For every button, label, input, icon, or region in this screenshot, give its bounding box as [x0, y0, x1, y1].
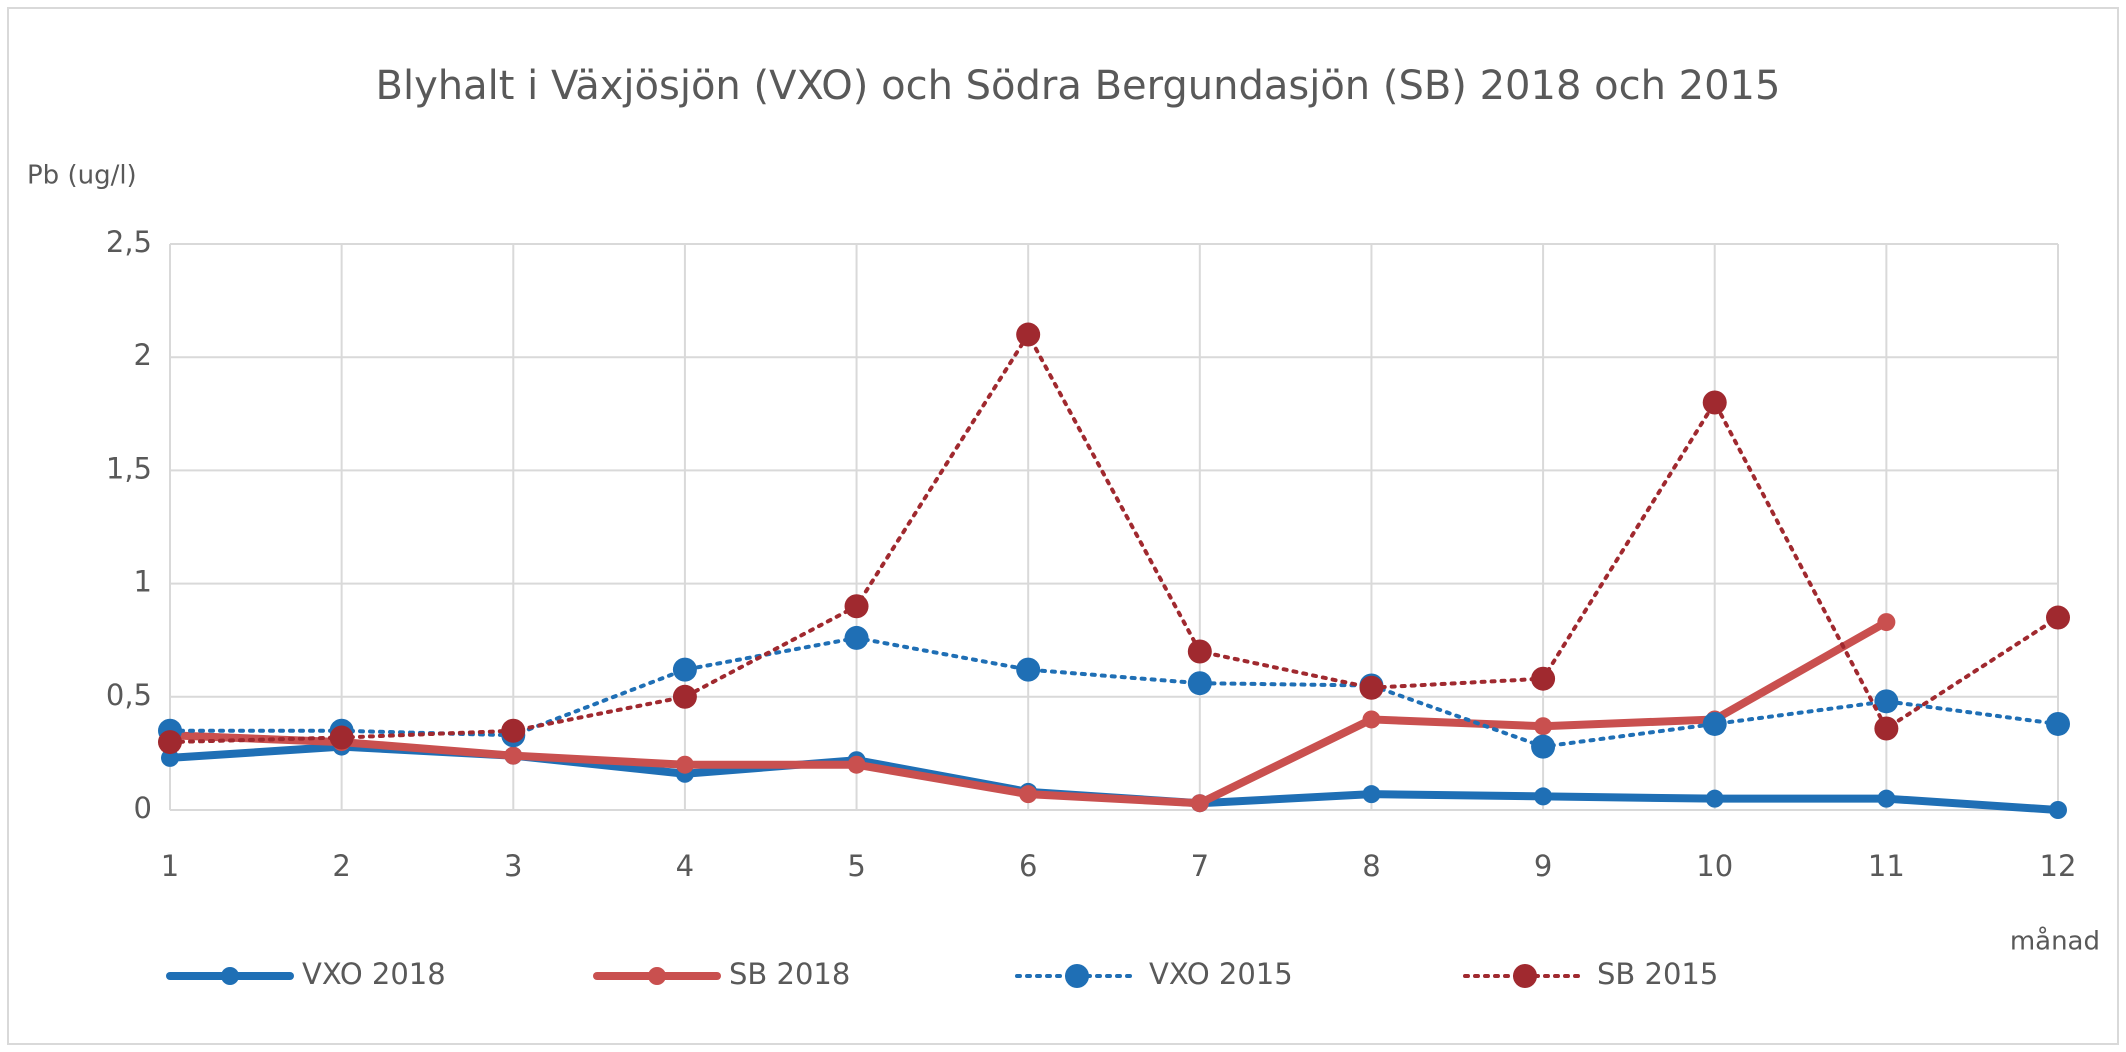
y-tick-label: 2 — [134, 338, 152, 372]
data-point — [1016, 657, 1041, 682]
y-tick-label: 2,5 — [106, 225, 152, 259]
x-tick-label: 3 — [504, 849, 522, 883]
x-tick-label: 10 — [1696, 849, 1733, 883]
chart-title: Blyhalt i Växjösjön (VXO) och Södra Berg… — [376, 63, 1781, 109]
data-point — [1534, 787, 1553, 806]
x-tick-label: 4 — [676, 849, 694, 883]
data-point — [1877, 789, 1896, 808]
x-tick-label: 8 — [1362, 849, 1380, 883]
data-point — [1019, 785, 1038, 804]
series-line — [168, 332, 2060, 745]
chart-border — [7, 7, 2119, 1045]
y-tick-label: 1 — [134, 565, 152, 599]
legend-label: SB 2015 — [1597, 957, 1718, 991]
data-point — [501, 718, 526, 743]
legend-label: VXO 2018 — [302, 957, 446, 991]
y-tick-label: 1,5 — [106, 451, 152, 485]
data-point — [672, 684, 697, 709]
data-point — [2049, 801, 2067, 819]
x-tick-label: 7 — [1191, 849, 1209, 883]
data-point — [1702, 711, 1727, 736]
data-point — [847, 755, 866, 774]
data-point — [672, 657, 697, 682]
legend-label: SB 2018 — [729, 957, 850, 991]
x-tick-label: 6 — [1019, 849, 1037, 883]
data-point — [1187, 671, 1212, 696]
y-axis-label: Pb (ug/l) — [27, 161, 137, 191]
data-point — [2046, 711, 2070, 736]
data-point — [1190, 794, 1209, 813]
x-tick-label: 12 — [2040, 849, 2077, 883]
data-point — [1531, 666, 1556, 691]
legend-marker — [221, 967, 239, 985]
data-point — [1874, 716, 1899, 741]
x-tick-label: 1 — [161, 849, 179, 883]
data-point — [2046, 605, 2070, 630]
legend-marker — [648, 967, 666, 985]
x-tick-label: 9 — [1534, 849, 1552, 883]
y-tick-label: 0 — [134, 791, 152, 825]
data-point — [844, 625, 869, 650]
data-point — [844, 594, 869, 619]
data-point — [1362, 785, 1381, 804]
data-point — [1531, 734, 1556, 759]
data-point — [1016, 322, 1041, 347]
x-axis-label: månad — [2010, 926, 2100, 957]
data-point — [675, 755, 694, 774]
x-tick-label: 11 — [1868, 849, 1905, 883]
y-tick-label: 0,5 — [106, 678, 152, 712]
data-point — [161, 748, 179, 767]
data-point — [1187, 639, 1212, 664]
data-point — [1362, 710, 1381, 729]
x-tick-label: 5 — [847, 849, 865, 883]
data-point — [1359, 675, 1384, 700]
legend-marker — [1065, 964, 1089, 988]
data-point — [1702, 390, 1727, 415]
legend-label: VXO 2015 — [1149, 957, 1293, 991]
data-point — [158, 730, 182, 755]
series-line — [168, 635, 2060, 749]
x-tick-label: 2 — [332, 849, 350, 883]
data-point — [1874, 689, 1899, 714]
data-point — [329, 725, 354, 750]
data-point — [1534, 717, 1553, 736]
data-point — [1877, 613, 1896, 632]
data-point — [504, 746, 523, 765]
data-point — [1705, 789, 1724, 808]
legend-marker — [1513, 964, 1537, 988]
